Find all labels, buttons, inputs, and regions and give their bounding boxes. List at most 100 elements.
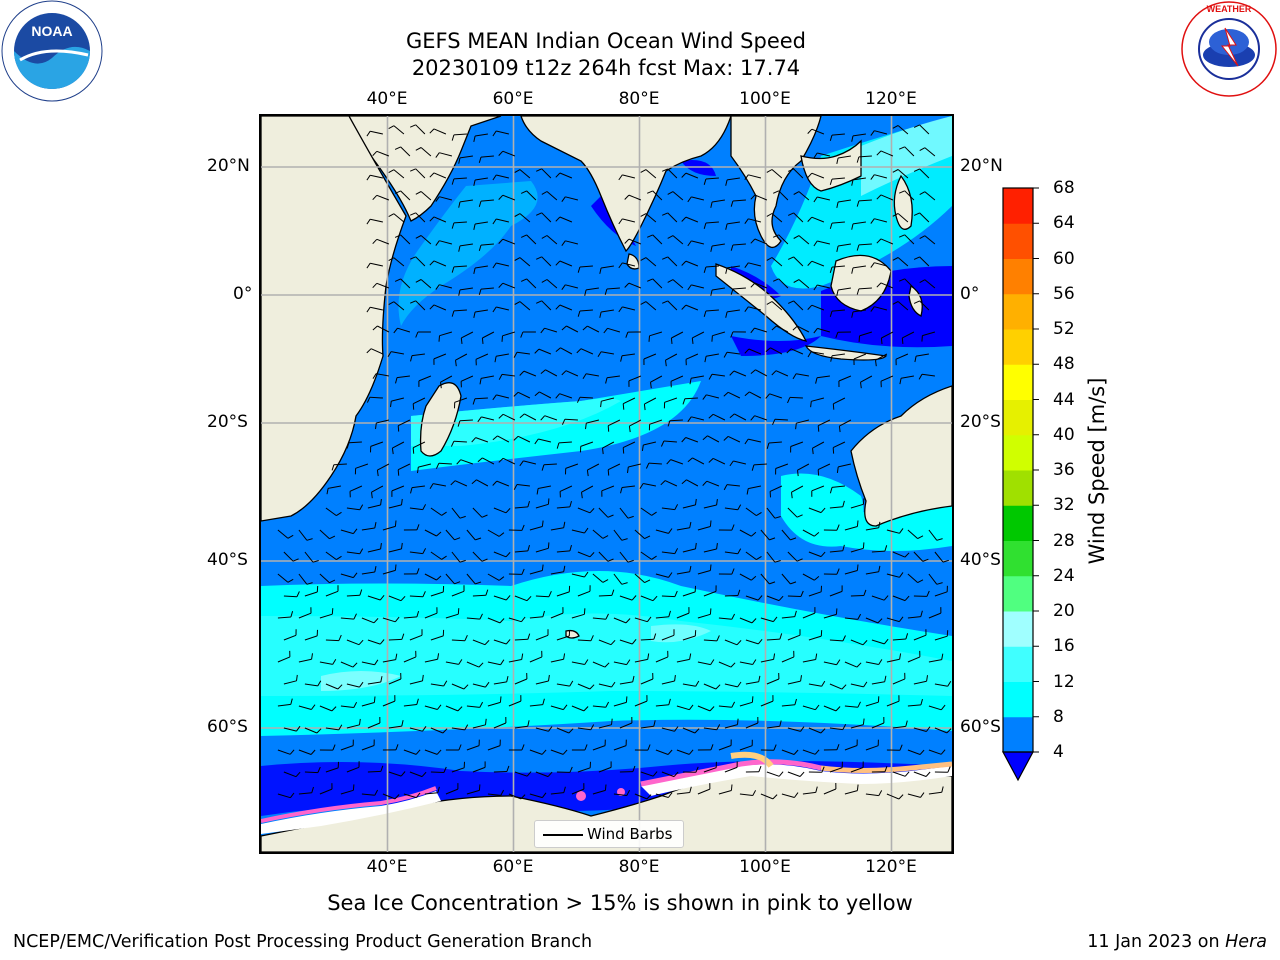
wind-barb bbox=[748, 218, 762, 223]
wind-barb bbox=[319, 661, 333, 665]
wind-barb-feather bbox=[892, 257, 899, 261]
wind-barb-feather bbox=[506, 765, 510, 772]
wind-barb-feather bbox=[813, 240, 818, 247]
wind-barb-feather bbox=[585, 423, 587, 430]
wind-barb bbox=[865, 571, 879, 575]
wind-barb-feather bbox=[374, 659, 379, 666]
wind-barb bbox=[754, 194, 768, 201]
wind-barb-feather bbox=[312, 560, 319, 563]
wind-barb bbox=[692, 331, 705, 339]
wind-barb-feather bbox=[586, 470, 589, 477]
wind-barb bbox=[579, 265, 593, 268]
wind-barb-feather bbox=[561, 325, 567, 331]
wind-barb bbox=[619, 507, 629, 519]
wind-barb bbox=[829, 550, 843, 553]
wind-barb bbox=[348, 441, 362, 444]
wind-barb bbox=[766, 771, 780, 777]
footer-date: 11 Jan 2023 on Hera bbox=[1087, 932, 1267, 952]
wind-barb-feather bbox=[540, 327, 545, 334]
wind-barb bbox=[592, 745, 606, 751]
wind-barb bbox=[619, 595, 633, 601]
wind-barb bbox=[667, 256, 678, 267]
wind-barb-feather bbox=[750, 238, 756, 244]
wind-barb bbox=[634, 617, 648, 623]
wind-barb-feather bbox=[397, 469, 400, 476]
wind-barb-feather bbox=[870, 306, 875, 312]
wind-barb bbox=[745, 551, 757, 561]
wind-barb-feather bbox=[478, 784, 481, 791]
wind-barb-feather bbox=[668, 572, 673, 578]
wind-barb-feather bbox=[689, 565, 692, 572]
wind-barb-feather bbox=[750, 575, 757, 581]
wind-barb bbox=[556, 591, 570, 597]
wind-barb-feather bbox=[815, 377, 818, 384]
wind-barb-feather bbox=[498, 457, 504, 463]
wind-barb bbox=[535, 634, 549, 641]
wind-barb-feather bbox=[796, 514, 803, 518]
wind-barb-feather bbox=[921, 335, 923, 342]
wind-barb-feather bbox=[451, 310, 455, 317]
wind-barb bbox=[370, 218, 384, 223]
wind-barb bbox=[676, 705, 690, 711]
wind-barb-feather bbox=[639, 483, 644, 489]
y-tick-left-20N: 20°N bbox=[207, 156, 250, 176]
colorbar-tick-label: 28 bbox=[1053, 530, 1075, 551]
wind-barb-feather bbox=[576, 348, 582, 354]
wind-barb-feather bbox=[561, 418, 566, 425]
wind-barb-feather bbox=[876, 282, 882, 288]
wind-barb bbox=[487, 661, 501, 666]
wind-barb-feather bbox=[505, 639, 511, 645]
wind-barb bbox=[277, 656, 291, 663]
x-tick-bottom-80E: 80°E bbox=[618, 857, 660, 877]
wind-barb bbox=[453, 440, 467, 443]
wind-barb bbox=[340, 529, 354, 535]
wind-barb bbox=[400, 278, 411, 289]
wind-barb-feather bbox=[380, 765, 384, 772]
wind-barb-feather bbox=[737, 718, 739, 725]
wind-barb bbox=[493, 551, 507, 558]
wind-barb bbox=[833, 397, 846, 405]
wind-barb-feather bbox=[521, 524, 525, 531]
wind-barb-feather bbox=[899, 190, 905, 194]
wind-barb bbox=[496, 306, 510, 311]
wind-barb bbox=[664, 397, 678, 403]
wind-barb-feather bbox=[652, 595, 658, 602]
wind-barb-feather bbox=[621, 538, 628, 541]
colorbar-tick-label: 60 bbox=[1053, 248, 1075, 269]
wind-barb bbox=[661, 634, 675, 641]
wind-barb bbox=[453, 309, 467, 312]
wind-barb bbox=[621, 485, 635, 488]
wind-barb-feather bbox=[876, 238, 882, 244]
wind-barb-feather bbox=[473, 179, 476, 187]
wind-barb bbox=[831, 353, 845, 357]
wind-barb bbox=[325, 767, 339, 773]
wind-barb bbox=[607, 327, 621, 333]
wind-barb-feather bbox=[807, 260, 813, 266]
wind-barb bbox=[852, 309, 866, 313]
wind-barb-feather bbox=[422, 504, 427, 510]
wind-barb bbox=[886, 700, 900, 707]
wind-barb-feather bbox=[695, 542, 697, 549]
wind-barb-feather bbox=[744, 348, 750, 354]
wind-barb bbox=[304, 683, 318, 687]
wind-barb-feather bbox=[373, 696, 376, 703]
wind-barb-feather bbox=[813, 152, 818, 159]
wind-barb bbox=[424, 749, 438, 755]
wind-barb bbox=[871, 595, 885, 601]
wind-barb-feather bbox=[625, 618, 631, 624]
wind-barb bbox=[812, 441, 825, 449]
wind-barb-feather bbox=[647, 278, 653, 282]
wind-barb bbox=[388, 771, 402, 777]
wind-barb-feather bbox=[416, 792, 421, 798]
wind-barb bbox=[871, 681, 885, 685]
wind-barb bbox=[613, 745, 627, 751]
wind-barb bbox=[598, 551, 609, 562]
wind-barb bbox=[430, 591, 444, 597]
wind-barb bbox=[433, 260, 447, 267]
wind-barb bbox=[844, 790, 858, 795]
wind-barb bbox=[781, 529, 791, 541]
wind-barb bbox=[897, 213, 909, 223]
wind-barb bbox=[514, 550, 528, 553]
wind-barb bbox=[613, 617, 627, 624]
wind-barb bbox=[539, 391, 552, 399]
